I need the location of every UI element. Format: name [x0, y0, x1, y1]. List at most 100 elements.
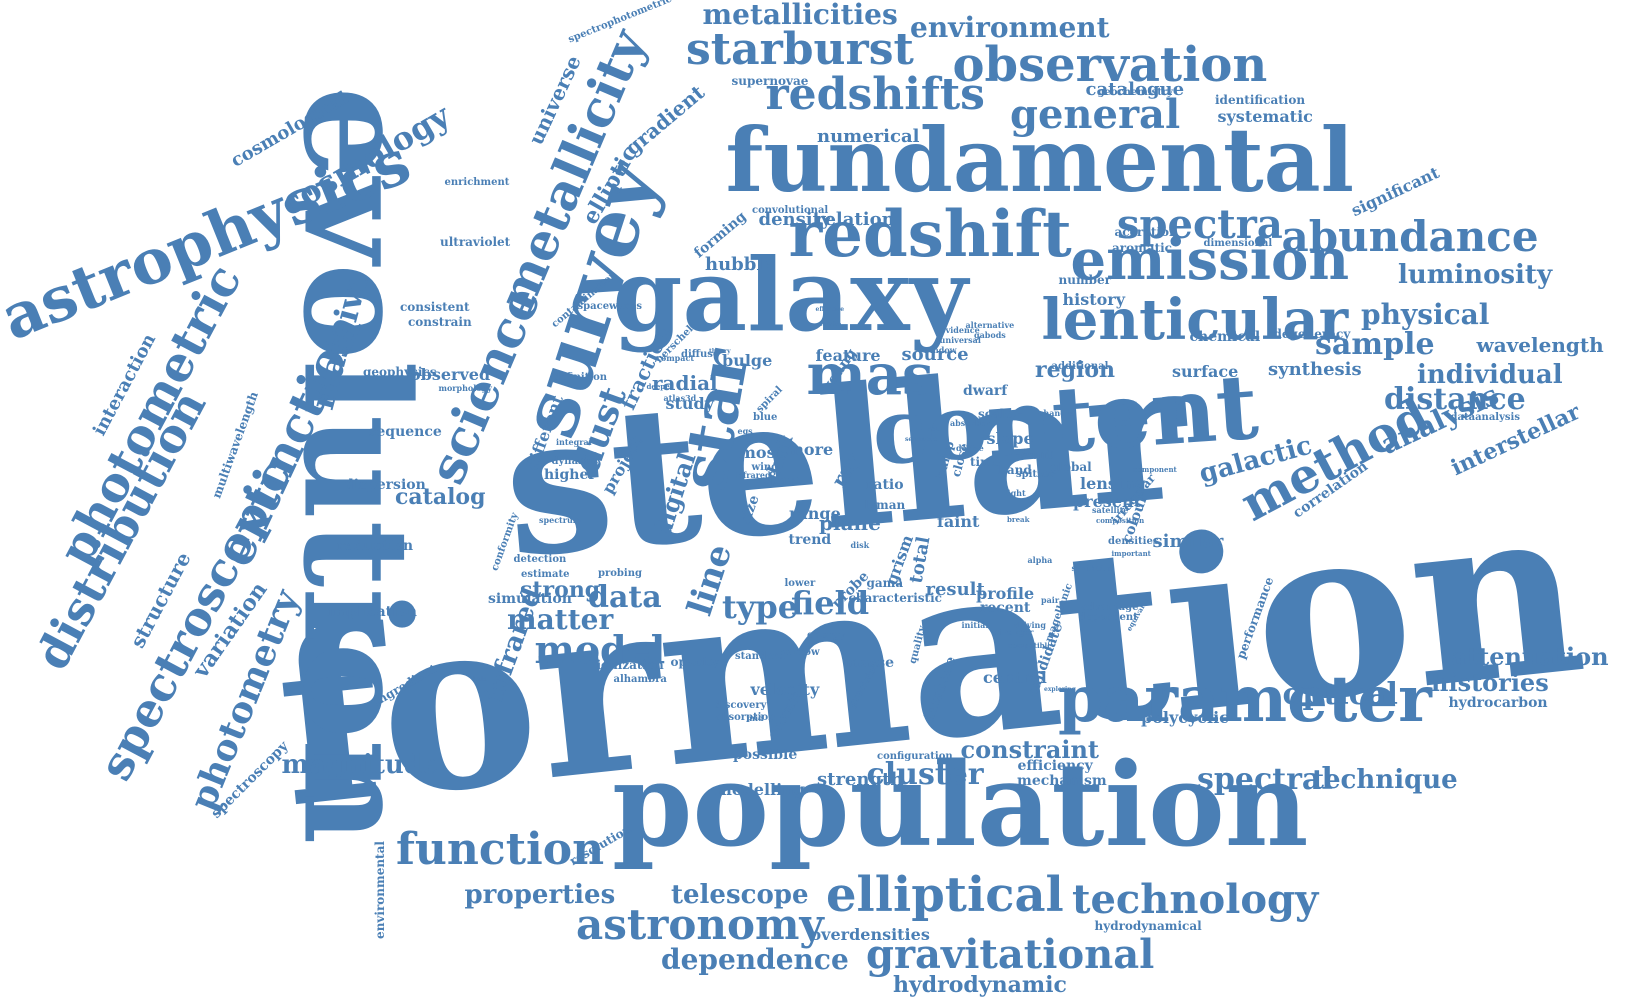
cloud-word: initial — [961, 620, 989, 630]
cloud-word: lower — [784, 578, 816, 589]
cloud-word: alpha — [1027, 555, 1053, 565]
cloud-word: exploring — [1044, 686, 1076, 693]
cloud-word: convolutional — [752, 205, 829, 216]
cloud-word: alhambra — [613, 674, 667, 685]
cloud-word: bulge — [722, 351, 773, 370]
cloud-word: synthesis — [1268, 359, 1362, 380]
cloud-word: infrared2 — [734, 470, 777, 480]
cloud-word: radial — [652, 371, 718, 395]
cloud-word: starburst — [686, 24, 914, 75]
cloud-word: sersic — [905, 436, 925, 443]
cloud-word: astronomy — [576, 900, 824, 949]
cloud-word: disk — [850, 540, 870, 550]
cloud-word: strength — [817, 769, 904, 790]
cloud-word: dimensional — [1203, 238, 1273, 249]
cloud-word: dependence — [661, 943, 849, 976]
cloud-word: overdensities — [810, 925, 930, 944]
cloud-word: pair — [1041, 595, 1060, 605]
cloud-word: faint — [937, 512, 980, 531]
cloud-word: mid — [746, 713, 764, 723]
cloud-word: combo — [819, 321, 842, 328]
cloud-word: discovery — [714, 700, 767, 711]
cloud-word: present — [1073, 492, 1142, 511]
cloud-word: accretion — [1114, 225, 1178, 239]
cloud-word: stronger — [995, 627, 1034, 637]
cloud-word: degeneracy — [1273, 327, 1351, 341]
cloud-word: wind — [751, 462, 779, 473]
cloud-word: catalogue — [1085, 79, 1185, 100]
cloud-word: region — [1035, 357, 1115, 383]
cloud-word: surface — [1172, 362, 1239, 381]
cloud-word: trend — [788, 532, 832, 548]
cloud-word: narrow — [780, 647, 820, 658]
cloud-word: opacity — [670, 655, 720, 669]
cloud-word: sequence — [368, 424, 442, 440]
cloud-word: relation — [815, 209, 895, 230]
cloud-word: ultraviolet — [440, 235, 511, 249]
cloud-word: constraint — [960, 735, 1100, 764]
cloud-word: plane — [819, 511, 881, 535]
cloud-word: number — [1058, 273, 1112, 287]
cloud-word: type — [722, 588, 799, 626]
cloud-word: luminosity — [1398, 260, 1553, 290]
cloud-word: spectra — [1117, 201, 1283, 248]
cloud-word: spectral — [1197, 762, 1333, 797]
cloud-word: space — [764, 473, 802, 487]
cloud-word: dwarf — [963, 383, 1008, 399]
cloud-word: implication — [327, 604, 417, 620]
cloud-word: magnitude — [281, 750, 439, 780]
cloud-word: hydrocarbon — [1448, 695, 1548, 711]
cloud-word: advantage — [1081, 602, 1139, 613]
cloud-word: detection — [513, 554, 567, 565]
cloud-word: evidence — [940, 325, 980, 335]
cloud-word: redshifts — [765, 69, 985, 120]
cloud-word: emission — [1070, 227, 1350, 293]
cloud-word: densities — [1108, 536, 1159, 547]
cloud-word: diffuse — [681, 349, 720, 360]
cloud-word: dynamic — [551, 456, 599, 467]
cloud-word: ionization — [596, 658, 664, 672]
cloud-word: hydrodynamical — [1094, 919, 1202, 933]
cloud-word: absorption — [715, 712, 776, 723]
cloud-word: population — [612, 737, 1309, 873]
cloud-word: compact — [656, 353, 695, 363]
cloud-word: result — [925, 579, 985, 600]
cloud-word: gama — [866, 576, 904, 590]
cloud-word: technology — [1072, 876, 1319, 923]
cloud-word: lenticular — [1041, 287, 1349, 353]
cloud-word: additional — [1051, 361, 1109, 372]
cloud-word: individual — [1417, 360, 1563, 390]
cloud-word: catalog — [395, 484, 486, 510]
cloud-word: aromatic — [1112, 241, 1172, 255]
cloud-word: geochemistry — [1097, 87, 1173, 98]
cloud-word: dispersion — [344, 477, 426, 493]
cloud-word: environmental — [372, 841, 387, 939]
cloud-word: dataanalysis — [1450, 412, 1520, 423]
cloud-word: most — [739, 443, 783, 462]
cloud-word: efficiency — [1017, 758, 1093, 774]
cloud-word: global — [1050, 460, 1092, 474]
cloud-word: spectrum — [539, 515, 582, 525]
cloud-word: physical — [1361, 298, 1490, 331]
cloud-word: optical — [1282, 677, 1398, 712]
cloud-word: dependent — [1078, 612, 1138, 623]
cloud-word: band — [998, 463, 1032, 477]
cloud-word: masse — [845, 655, 895, 671]
cloud-word: theory — [709, 348, 731, 355]
cloud-word: central — [983, 668, 1047, 687]
cloud-word: recent — [980, 600, 1031, 616]
cloud-word: mechanism — [1017, 773, 1107, 789]
cloud-word: redshift — [788, 197, 1072, 272]
cloud-word: feature — [815, 346, 881, 365]
cloud-word: field — [791, 584, 870, 622]
cloud-word: higher — [544, 467, 596, 483]
cloud-word: more — [787, 440, 834, 459]
cloud-word: absorber — [950, 418, 990, 428]
cloud-word: color — [745, 434, 775, 445]
cloud-word: density — [758, 209, 832, 230]
cloud-word: profile — [976, 584, 1035, 603]
cloud-word: spitzer — [1016, 469, 1055, 480]
cloud-word: slope — [986, 429, 1034, 448]
cloud-word: source — [901, 344, 969, 365]
